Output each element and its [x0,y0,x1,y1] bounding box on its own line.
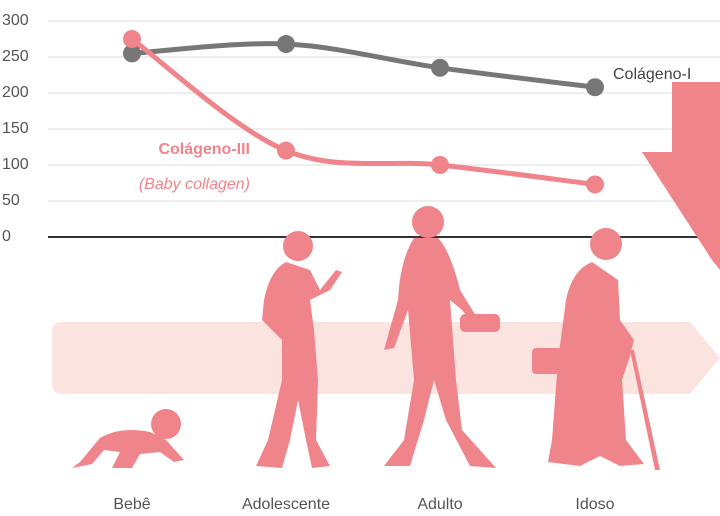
annotation: (Baby collagen) [139,176,250,193]
data-point [431,58,449,77]
data-point [123,44,141,63]
data-point [123,30,141,48]
y-tick-label: 100 [2,156,29,173]
x-tick-label: Bebê [113,496,150,513]
series-label: Colágeno-III [158,141,250,158]
y-tick-label: 0 [2,228,11,245]
decoration [52,82,720,470]
silhouettes [72,206,660,470]
series-label: Colágeno-I [613,66,691,83]
down-arrow [642,82,720,270]
series-line [130,36,596,187]
y-tick-label: 300 [2,12,29,29]
y-tick-label: 250 [2,48,29,65]
x-tick-label: Idoso [575,496,614,513]
data-point [277,141,295,160]
data-point [277,35,295,54]
y-tick-label: 150 [2,120,29,137]
data-point [586,175,604,194]
data-point [431,156,449,174]
y-tick-label: 200 [2,84,29,101]
data-point [586,78,604,97]
x-tick-label: Adulto [417,496,462,513]
x-tick-label: Adolescente [242,496,330,513]
time-arrow [52,322,720,394]
series-line [131,41,596,90]
y-tick-label: 50 [2,192,20,209]
